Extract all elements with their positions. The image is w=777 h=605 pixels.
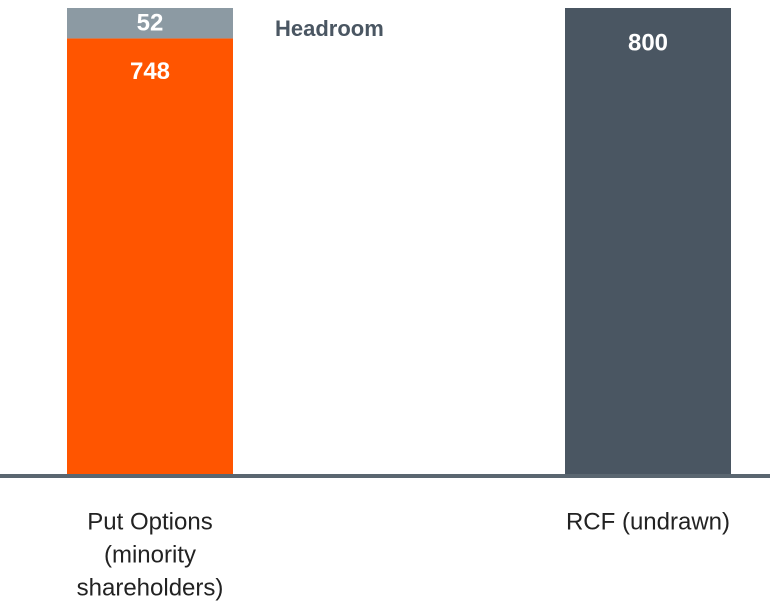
x-tick-label: shareholders) xyxy=(77,574,224,601)
x-tick-label: Put Options xyxy=(87,508,212,535)
x-tick-label: (minority xyxy=(104,541,196,568)
bar-segment xyxy=(565,8,731,476)
value-label: 800 xyxy=(628,29,668,56)
x-tick-label: RCF (undrawn) xyxy=(566,508,730,535)
value-label: 52 xyxy=(137,10,164,37)
series-annotation: Headroom xyxy=(275,16,384,41)
value-label: 748 xyxy=(130,58,170,85)
bar-segment xyxy=(67,38,233,477)
bar-segment xyxy=(67,8,233,39)
